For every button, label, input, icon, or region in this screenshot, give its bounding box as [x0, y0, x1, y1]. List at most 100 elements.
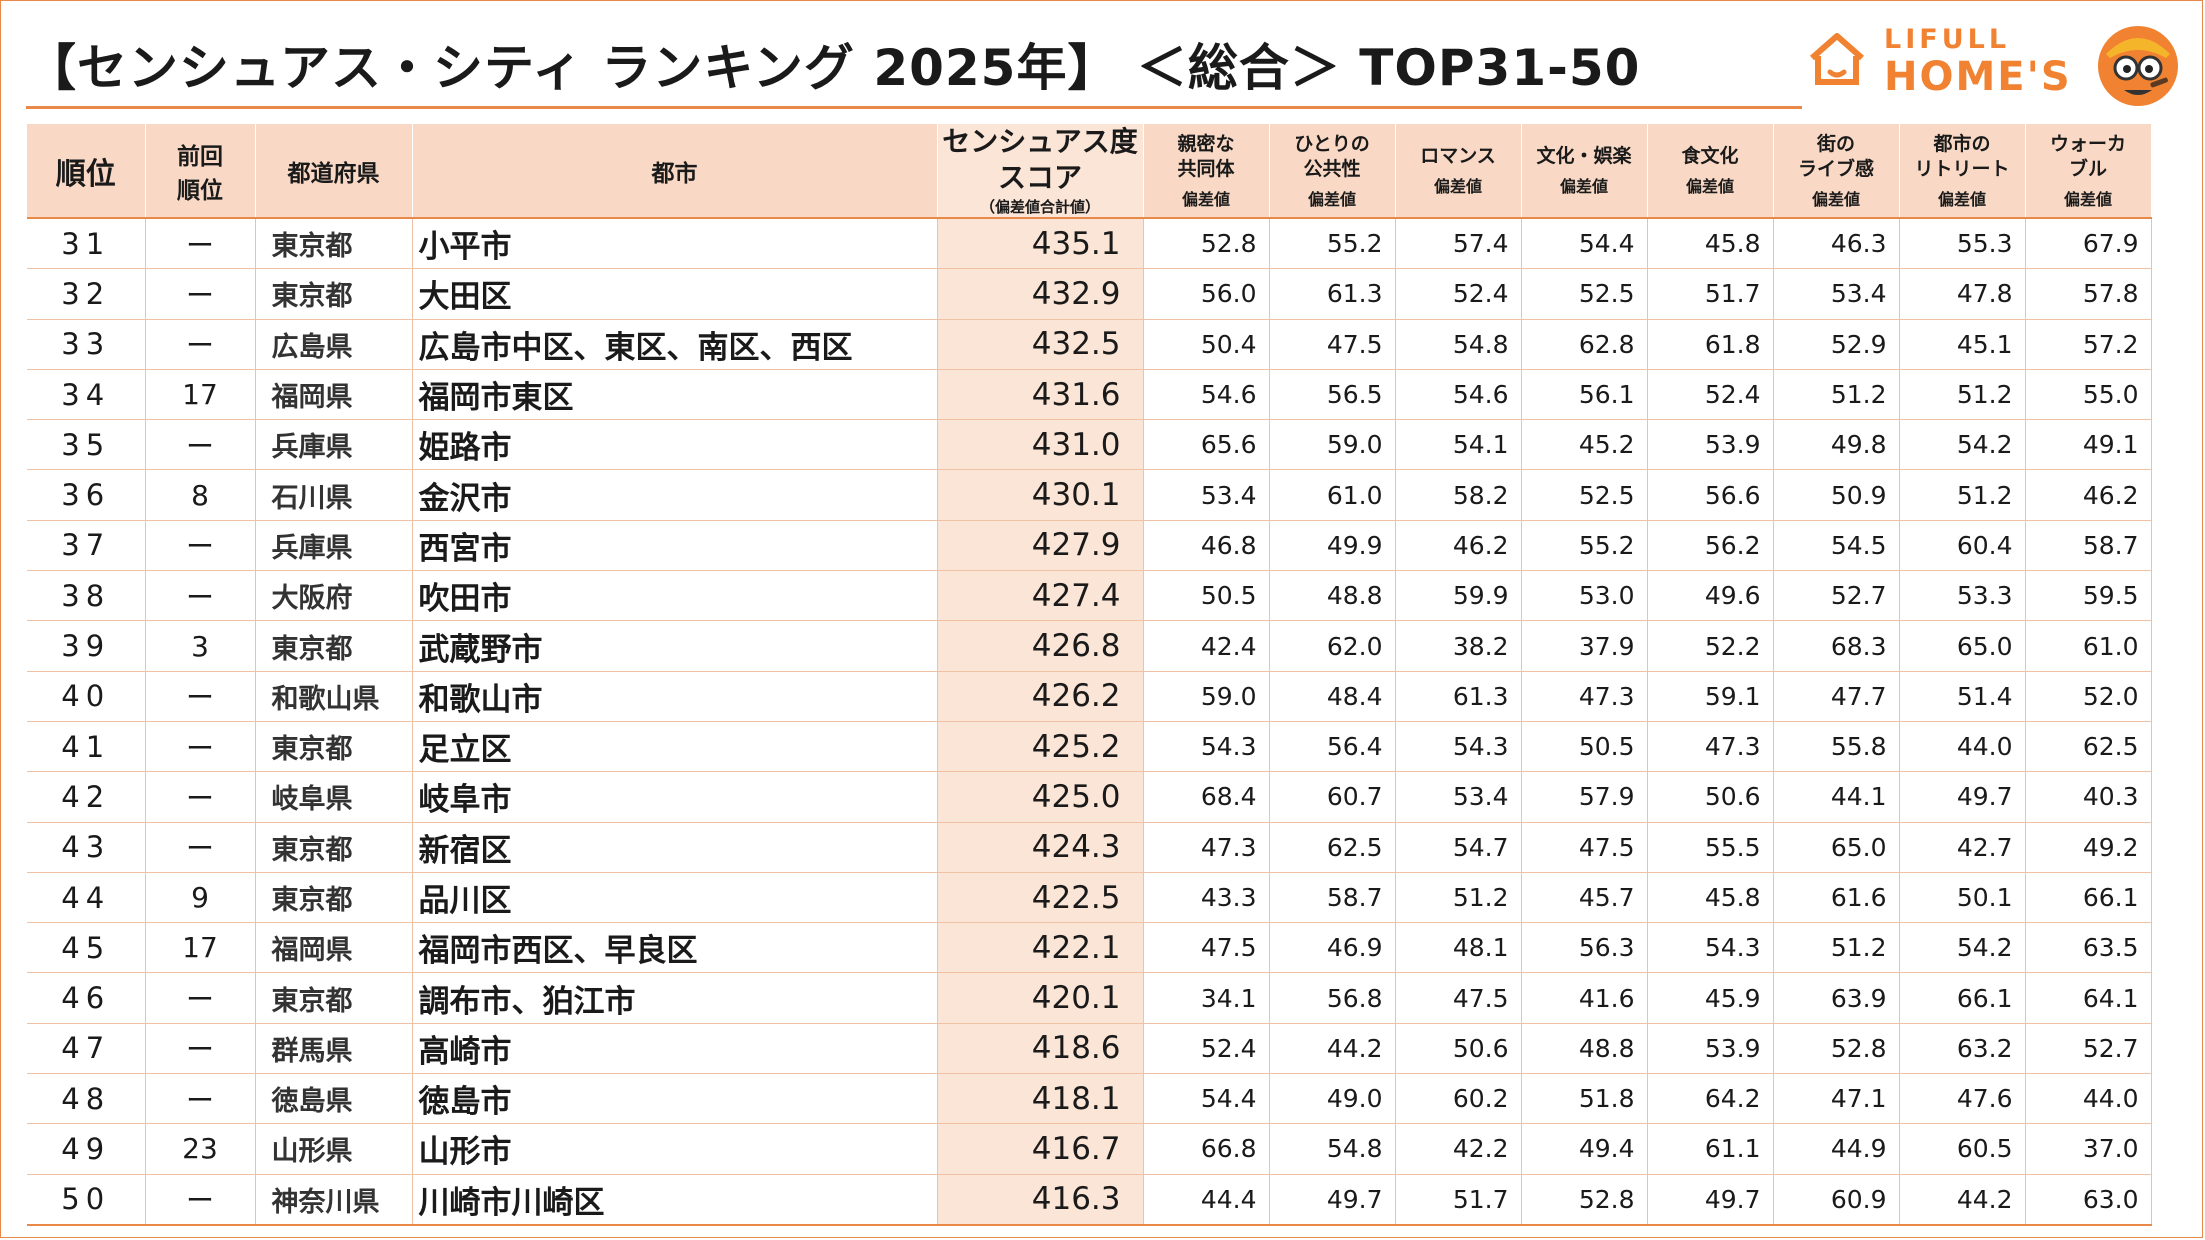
subscore-cell-6: 53.4 [1773, 268, 1900, 320]
table-row: 49 23 山形県 山形市 416.7 66.8 54.8 42.2 49.4 61.1 44.9 6… [27, 1123, 2152, 1175]
previous-rank-cell: ー [145, 671, 256, 722]
subscore-cell-1: 68.4 [1143, 771, 1270, 823]
subscore-cell-1: 65.6 [1143, 419, 1270, 471]
subscore-cell-7: 44.0 [1899, 721, 2026, 773]
subscore-cell-5: 56.6 [1647, 469, 1774, 521]
subscore-cell-4: 51.8 [1521, 1073, 1648, 1125]
prefecture-cell: 石川県 [255, 469, 413, 521]
rank-cell: 32 [27, 268, 146, 320]
previous-rank-cell: ー [145, 771, 256, 823]
previous-rank-cell: ー [145, 319, 256, 370]
rank-cell: 34 [27, 369, 146, 421]
prefecture-cell: 東京都 [255, 822, 413, 873]
subscore-cell-3: 48.1 [1395, 922, 1522, 974]
subscore-cell-1: 44.4 [1143, 1174, 1270, 1226]
header-subscore-1: 親密な 共同体 偏差値 [1143, 124, 1270, 219]
subscore-cell-3: 59.9 [1395, 570, 1522, 622]
subscore-cell-6: 47.7 [1773, 671, 1900, 722]
subscore-cell-7: 44.2 [1899, 1174, 2026, 1226]
city-cell: 岐阜市 [412, 771, 938, 823]
subscore-cell-5: 47.3 [1647, 721, 1774, 773]
previous-rank-cell: ー [145, 419, 256, 471]
subscore-cell-7: 42.7 [1899, 822, 2026, 873]
prefecture-cell: 東京都 [255, 218, 413, 270]
subscore-cell-5: 52.2 [1647, 620, 1774, 672]
subscore-cell-8: 62.5 [2025, 721, 2152, 773]
city-cell: 足立区 [412, 721, 938, 773]
subscore-cell-7: 51.2 [1899, 369, 2026, 421]
subscore-cell-7: 47.6 [1899, 1073, 2026, 1125]
score-cell: 435.1 [937, 218, 1144, 270]
score-cell: 425.2 [937, 721, 1144, 773]
subscore-cell-6: 51.2 [1773, 369, 1900, 421]
subscore-cell-5: 53.9 [1647, 419, 1774, 471]
rank-cell: 48 [27, 1073, 146, 1125]
prefecture-cell: 東京都 [255, 268, 413, 320]
subscore-cell-3: 54.6 [1395, 369, 1522, 421]
house-icon [1810, 33, 1864, 85]
table-row: 45 17 福岡県 福岡市西区、早良区 422.1 47.5 46.9 48.1 56.3 54.… [27, 922, 2152, 974]
prefecture-cell: 東京都 [255, 620, 413, 672]
previous-rank-cell: ー [145, 1073, 256, 1125]
header-prev-rank: 前回 順位 [145, 124, 256, 219]
table-row: 47 ー群馬県 高崎市 418.6 52.4 44.2 50.6 48.8 53.9 52.8 63… [27, 1023, 2152, 1075]
subscore-cell-4: 54.4 [1521, 218, 1648, 270]
subscore-cell-4: 56.1 [1521, 369, 1648, 421]
rank-cell: 44 [27, 872, 146, 924]
subscore-cell-8: 59.5 [2025, 570, 2152, 622]
subscore-cell-8: 44.0 [2025, 1073, 2152, 1125]
previous-rank-cell: 3 [145, 620, 256, 672]
subscore-cell-2: 61.0 [1269, 469, 1396, 521]
score-cell: 432.9 [937, 268, 1144, 320]
previous-rank-cell: ー [145, 972, 256, 1024]
previous-rank-cell: 17 [145, 369, 256, 421]
subscore-cell-2: 55.2 [1269, 218, 1396, 270]
rank-cell: 50 [27, 1174, 146, 1226]
subscore-cell-4: 45.7 [1521, 872, 1648, 924]
subscore-cell-2: 59.0 [1269, 419, 1396, 471]
subscore-cell-2: 47.5 [1269, 319, 1396, 370]
subscore-cell-8: 49.2 [2025, 822, 2152, 873]
subscore-cell-2: 56.4 [1269, 721, 1396, 773]
subscore-cell-7: 54.2 [1899, 419, 2026, 471]
subscore-cell-6: 60.9 [1773, 1174, 1900, 1226]
table-row: 43 ー東京都 新宿区 424.3 47.3 62.5 54.7 47.5 55.5 65.0 42… [27, 822, 2152, 873]
table-row: 50 ー神奈川県 川崎市川崎区 416.3 44.4 49.7 51.7 52.8 49.7 60… [27, 1174, 2152, 1226]
city-cell: 高崎市 [412, 1023, 938, 1075]
prefecture-cell: 東京都 [255, 872, 413, 924]
subscore-cell-8: 64.1 [2025, 972, 2152, 1024]
subscore-cell-5: 45.8 [1647, 218, 1774, 270]
subscore-cell-5: 59.1 [1647, 671, 1774, 722]
subscore-cell-1: 56.0 [1143, 268, 1270, 320]
score-cell: 427.9 [937, 520, 1144, 572]
rank-cell: 37 [27, 520, 146, 572]
subscore-cell-4: 52.8 [1521, 1174, 1648, 1226]
city-cell: 金沢市 [412, 469, 938, 521]
subscore-cell-5: 49.6 [1647, 570, 1774, 622]
subscore-cell-6: 51.2 [1773, 922, 1900, 974]
previous-rank-cell: 9 [145, 872, 256, 924]
table-row: 46 ー東京都 調布市、狛江市 420.1 34.1 56.8 47.5 41.6 45.9 63… [27, 972, 2152, 1024]
subscore-cell-8: 66.1 [2025, 872, 2152, 924]
city-cell: 武蔵野市 [412, 620, 938, 672]
header-subscore-4: 文化・娯楽 偏差値 [1521, 124, 1648, 219]
city-cell: 和歌山市 [412, 671, 938, 722]
table-row: 31 ー東京都 小平市 435.1 52.8 55.2 57.4 54.4 45.8 46.3 55… [27, 218, 2152, 270]
subscore-cell-4: 47.5 [1521, 822, 1648, 873]
subscore-cell-7: 54.2 [1899, 922, 2026, 974]
subscore-cell-6: 52.8 [1773, 1023, 1900, 1075]
previous-rank-cell: ー [145, 822, 256, 873]
previous-rank-cell: ー [145, 218, 256, 270]
table-row: 34 17 福岡県 福岡市東区 431.6 54.6 56.5 54.6 56.1 52.4 51.… [27, 369, 2152, 421]
ranking-table: 順位 前回 順位 都道府県 都市 センシュアス度 スコア （偏差値合計値） 親密な共… [27, 124, 2152, 1226]
prefecture-cell: 徳島県 [255, 1073, 413, 1125]
subscore-cell-3: 50.6 [1395, 1023, 1522, 1075]
subscore-cell-2: 56.8 [1269, 972, 1396, 1024]
score-cell: 418.6 [937, 1023, 1144, 1075]
city-cell: 広島市中区、東区、南区、西区 [412, 319, 938, 370]
prefecture-cell: 山形県 [255, 1123, 413, 1175]
subscore-cell-5: 45.8 [1647, 872, 1774, 924]
subscore-cell-3: 57.4 [1395, 218, 1522, 270]
subscore-cell-5: 49.7 [1647, 1174, 1774, 1226]
